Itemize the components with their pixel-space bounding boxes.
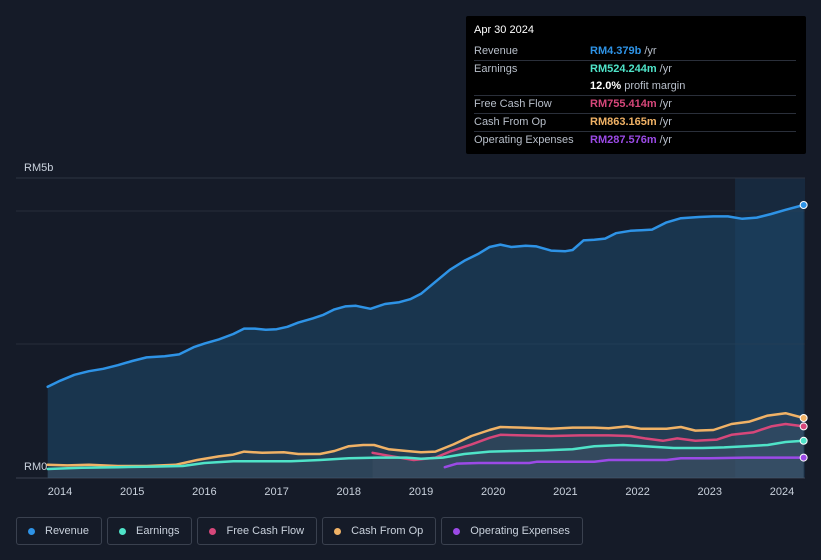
x-tick-label: 2015 (120, 486, 144, 498)
legend-dot-icon (453, 527, 461, 535)
x-tick-label: 2023 (698, 486, 722, 498)
legend-label: Earnings (136, 525, 180, 537)
legend-item-cash-from-op[interactable]: Cash From Op (322, 517, 437, 545)
legend-dot-icon (119, 527, 127, 535)
tooltip-label: Cash From Op (474, 116, 547, 128)
tooltip-row-operating-expenses: Operating Expenses RM287.576m /yr (474, 131, 796, 149)
x-tick-label: 2017 (264, 486, 288, 498)
legend-label: Cash From Op (351, 525, 424, 537)
x-tick-label: 2024 (770, 486, 794, 498)
tooltip-row-revenue: Revenue RM4.379b /yr (474, 43, 796, 60)
tooltip-unit: /yr (659, 116, 672, 128)
tooltip-label: Operating Expenses (474, 134, 574, 146)
area-free-cash-flow (372, 424, 804, 478)
line-cash-from-op (46, 411, 805, 468)
area-revenue (47, 205, 804, 478)
tooltip-value: RM524.244m (590, 63, 657, 75)
chart-area: RM5b RM0 2014 2015 2016 2017 2018 2019 2020 2021 2… (16, 162, 808, 498)
line-revenue (46, 203, 805, 389)
tooltip-label (474, 78, 590, 95)
legend-item-operating-expenses[interactable]: Operating Expenses (441, 517, 583, 545)
tooltip-unit: /yr (659, 98, 672, 110)
tooltip-unit: /yr (659, 134, 672, 146)
line-free-cash-flow (371, 422, 805, 462)
line-earnings (46, 439, 805, 471)
tooltip-date: Apr 30 2024 (474, 24, 534, 36)
legend-dot-icon (334, 527, 342, 535)
end-marker-revenue (799, 201, 808, 209)
legend-label: Revenue (45, 525, 90, 537)
tooltip-value: RM863.165m (590, 116, 657, 128)
tooltip-label: Earnings (474, 63, 518, 75)
tooltip-unit: /yr (659, 63, 672, 75)
legend-item-earnings[interactable]: Earnings (107, 517, 193, 545)
tooltip-label: Revenue (474, 45, 519, 57)
line-operating-expenses (443, 456, 805, 469)
end-marker-operating-expenses (799, 453, 808, 462)
end-marker-free-cash-flow (799, 422, 808, 431)
tooltip-row-free-cash-flow: Free Cash Flow RM755.414m /yr (474, 95, 796, 113)
tooltip-row-profit-margin: 12.0% profit margin (474, 78, 796, 95)
legend-item-free-cash-flow[interactable]: Free Cash Flow (197, 517, 318, 545)
tooltip-value: 12.0% (590, 80, 622, 92)
tooltip-value: RM755.414m (590, 98, 657, 110)
y-label-bottom: RM0 (24, 461, 47, 473)
tooltip: Apr 30 2024 Revenue RM4.379b /yr Earning… (466, 16, 806, 154)
legend-label: Operating Expenses (470, 525, 570, 537)
tooltip-value: RM4.379b (590, 45, 642, 57)
legend-item-revenue[interactable]: Revenue (16, 517, 103, 545)
x-tick-label: 2016 (192, 486, 216, 498)
legend-dot-icon (209, 527, 217, 535)
legend-dot-icon (28, 527, 35, 535)
tooltip-label: Free Cash Flow (474, 98, 552, 110)
x-tick-label: 2022 (625, 486, 649, 498)
x-tick-label: 2020 (481, 486, 505, 498)
y-label-top: RM5b (24, 162, 53, 174)
tooltip-unit: /yr (644, 45, 657, 57)
x-tick-label: 2021 (553, 486, 577, 498)
x-tick-label: 2014 (48, 486, 72, 498)
tooltip-unit: profit margin (624, 80, 686, 92)
x-tick-label: 2019 (409, 486, 433, 498)
tooltip-row-earnings: Earnings RM524.244m /yr (474, 60, 796, 78)
end-marker-earnings (799, 436, 808, 445)
x-tick-label: 2018 (337, 486, 361, 498)
legend-label: Free Cash Flow (226, 525, 305, 537)
tooltip-value: RM287.576m (590, 134, 657, 146)
tooltip-row-cash-from-op: Cash From Op RM863.165m /yr (474, 113, 796, 131)
legend: Revenue Earnings Free Cash Flow Cash Fro… (16, 517, 583, 545)
end-marker-cash-from-op (799, 414, 808, 422)
